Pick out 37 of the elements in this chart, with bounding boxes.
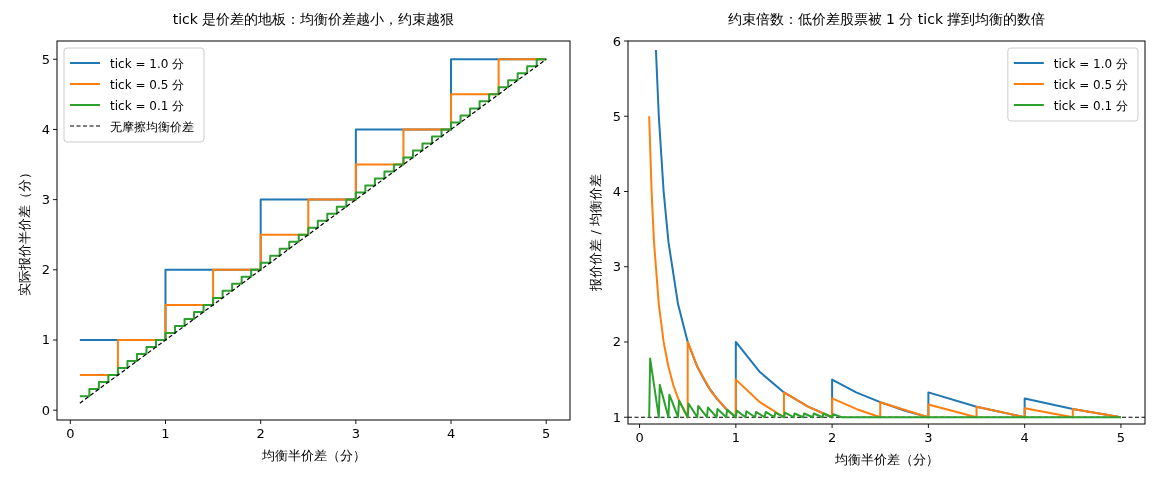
y-tick-label: 5 — [41, 51, 50, 67]
x-tick-label: 1 — [161, 426, 170, 441]
y-tick-label: 6 — [612, 33, 621, 49]
y-tick-label: 4 — [41, 121, 50, 137]
y-tick-label: 1 — [612, 409, 621, 425]
y-tick-label: 2 — [41, 262, 50, 278]
legend-label: tick = 0.1 分 — [1053, 98, 1128, 113]
y-tick-label: 4 — [612, 183, 621, 199]
y-tick-label: 2 — [612, 334, 621, 350]
legend-label: 无摩擦均衡价差 — [110, 119, 194, 134]
x-tick-label: 2 — [256, 426, 265, 441]
x-tick-label: 0 — [66, 426, 75, 441]
legend-label: tick = 0.1 分 — [110, 98, 185, 113]
x-axis-title: 均衡半价差（分） — [260, 448, 366, 463]
legend-label: tick = 1.0 分 — [1053, 56, 1128, 71]
x-tick-label: 4 — [1020, 430, 1029, 445]
y-tick-label: 3 — [612, 259, 621, 275]
y-tick-label: 1 — [41, 332, 50, 348]
x-tick-label: 1 — [731, 430, 740, 445]
y-axis-title: 报价价差 / 均衡价差 — [588, 174, 603, 292]
x-axis-title: 均衡半价差（分） — [833, 452, 939, 467]
y-tick-label: 0 — [41, 402, 50, 418]
legend-label: tick = 0.5 分 — [1053, 77, 1128, 92]
legend-label: tick = 1.0 分 — [110, 56, 185, 71]
y-axis-title: 实际报价半价差（分） — [17, 165, 32, 296]
x-tick-label: 3 — [351, 426, 360, 441]
chart-title: 约束倍数：低价差股票被 1 分 tick 撑到均衡的数倍 — [727, 11, 1046, 27]
x-tick-label: 4 — [446, 426, 456, 441]
x-tick-label: 5 — [1116, 430, 1126, 445]
x-tick-label: 3 — [924, 430, 933, 445]
x-tick-label: 0 — [635, 430, 644, 445]
x-tick-label: 2 — [827, 430, 837, 445]
y-tick-label: 5 — [612, 108, 621, 124]
legend-label: tick = 0.5 分 — [110, 77, 185, 92]
x-tick-label: 5 — [542, 426, 551, 441]
y-tick-label: 3 — [41, 192, 50, 208]
chart-title: tick 是价差的地板：均衡价差越小，约束越狠 — [172, 11, 455, 27]
